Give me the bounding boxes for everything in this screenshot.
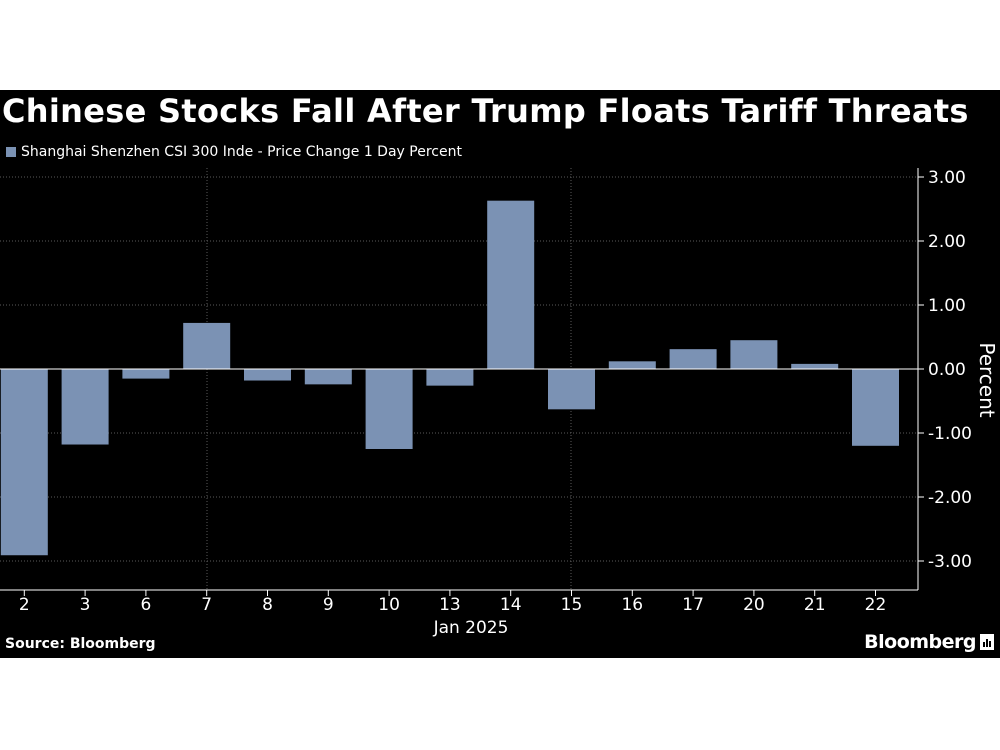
brand-logo: Bloomberg — [864, 631, 994, 653]
x-tick-label: 21 — [804, 595, 826, 615]
y-tick-label: -3.00 — [928, 552, 972, 572]
y-tick-label: 3.00 — [928, 168, 966, 188]
bar-chart: 3.00 2.00 1.00 0.00 -1.00 -2.00 -3.00 2 3 6 7 8 9 10 1… — [0, 168, 999, 638]
y-tick-label: -2.00 — [928, 488, 972, 508]
y-axis-label: Percent — [975, 342, 999, 417]
x-tick-label: 13 — [439, 595, 461, 615]
x-tick-label: 15 — [561, 595, 583, 615]
x-tick-label: 14 — [500, 595, 522, 615]
legend-label: Shanghai Shenzhen CSI 300 Inde - Price C… — [21, 144, 462, 160]
y-tick-label: 1.00 — [928, 296, 966, 316]
bar — [730, 340, 778, 369]
bar-chart-icon — [980, 634, 994, 650]
bar — [61, 369, 109, 445]
x-tick-label: 2 — [19, 595, 30, 615]
x-tick-label: 7 — [201, 595, 212, 615]
x-tick-label: 8 — [262, 595, 273, 615]
y-tick-label: 2.00 — [928, 232, 966, 252]
bar — [487, 200, 535, 369]
y-tick-label: 0.00 — [928, 360, 966, 380]
x-tick-label: 17 — [682, 595, 704, 615]
legend: Shanghai Shenzhen CSI 300 Inde - Price C… — [6, 144, 462, 160]
bar — [0, 369, 48, 556]
bar — [791, 363, 839, 369]
y-tick-label: -1.00 — [928, 424, 972, 444]
x-tick-label: 6 — [140, 595, 151, 615]
bar — [852, 369, 899, 446]
bar — [304, 369, 352, 385]
bar — [548, 369, 595, 410]
x-tick-label: 10 — [378, 595, 400, 615]
bar — [669, 349, 717, 369]
chart-panel: Chinese Stocks Fall After Trump Floats T… — [0, 90, 1000, 658]
bar — [244, 369, 291, 381]
x-tick-label: 20 — [743, 595, 765, 615]
x-tick-label: 22 — [865, 595, 887, 615]
brand-name: Bloomberg — [864, 631, 976, 653]
x-tick-label: 9 — [323, 595, 334, 615]
x-axis-label: Jan 2025 — [433, 618, 509, 638]
bar — [122, 369, 170, 379]
bar — [183, 322, 231, 369]
legend-swatch — [6, 147, 16, 157]
x-tick-label: 16 — [621, 595, 643, 615]
bar — [426, 369, 474, 386]
chart-title: Chinese Stocks Fall After Trump Floats T… — [2, 92, 969, 130]
bar — [365, 369, 413, 449]
x-tick-label: 3 — [80, 595, 91, 615]
source-note: Source: Bloomberg — [5, 636, 156, 652]
bar — [608, 361, 656, 369]
